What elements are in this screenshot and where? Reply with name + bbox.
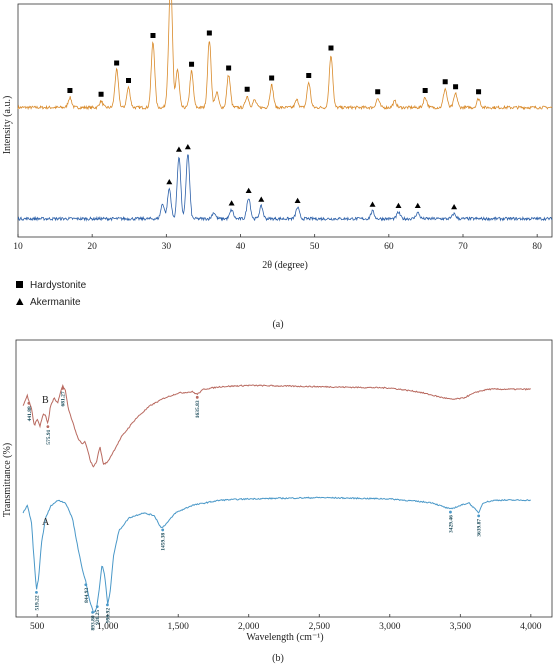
hardystonite-peak-marker [328,45,334,51]
peak-dot [91,610,94,614]
panel-b-xtick-label: 3,000 [379,622,401,632]
panel-a-xtick-label: 60 [384,242,394,252]
peak-dot [161,528,165,532]
panel-a: Intensity (a.u.) 2θ (degree) 10 20 30 40 50 6… [2,0,553,330]
legend: Hardystonite Akermanite [16,280,87,308]
peak-label: 441.88 [27,406,33,421]
panel-b-series [22,384,531,614]
hardystonite-peak-marker [375,89,381,95]
hardystonite-peak-marker [422,88,428,93]
panel-a-markers [67,30,482,210]
hardystonite-square-icon [16,281,23,288]
panel-a-xtick-label: 30 [162,242,172,252]
panel-b-x-axis: 500 1,000 1,500 2,000 2,500 3,000 3,500 4,000 [30,614,542,632]
panel-b-xtick-label: 2,000 [238,622,260,632]
panel-a-x-axis: 10 20 30 40 50 60 70 80 [13,234,542,252]
hardystonite-peak-marker [114,60,120,66]
peak-label: 681.27 [61,391,67,406]
panel-a-frame [17,3,553,238]
peak-dot [84,583,88,587]
akermanite-peak-marker [228,200,235,206]
akermanite-triangle-icon [16,298,24,305]
peak-label: 998.92 [105,608,111,623]
peak-label: 926.25 [95,609,101,624]
panel-b-xtick-label: 4,000 [520,622,542,632]
panel-b-xtick-label: 2,500 [309,622,331,632]
peak-label: 844.93 [84,588,90,603]
hardystonite-peak-marker [98,91,104,97]
hardystonite-peak-marker [67,88,73,93]
akermanite-trace [17,154,553,222]
panel-b-peak-labels: 441.88 575.91 681.27 1635.83 519.22 844.93 893… [27,387,483,631]
hardystonite-peak-marker [189,61,195,67]
panel-b-xtick-label: 500 [30,622,45,632]
hardystonite-peak-marker [244,86,250,92]
legend-akermanite: Akermanite [30,297,81,308]
akermanite-peak-marker [294,197,301,203]
hardystonite-peak-marker [150,33,156,38]
peak-dot [95,605,99,609]
peak-label: 519.22 [34,595,40,610]
panel-b-ylabel: Transmittance (%) [2,443,13,517]
panel-b-xlabel: Wavelength (cm⁻¹) [246,632,323,643]
peak-dot [449,510,452,514]
panel-a-xtick-label: 50 [310,242,320,252]
panel-a-ylabel: Intensity (a.u.) [2,96,13,155]
hardystonite-peak-marker [476,89,482,95]
panel-a-xtick-label: 20 [87,242,97,252]
panel-a-tag: (a) [272,319,283,330]
hardystonite-peak-marker [206,30,212,36]
series-b-label: B [42,395,49,406]
peak-label: 575.91 [46,429,52,444]
akermanite-peak-marker [175,146,182,152]
panel-a-xtick-label: 70 [458,242,468,252]
panel-b-xtick-label: 1,000 [97,622,119,632]
panel-a-xtick-label: 10 [13,242,23,252]
peak-label: 1635.83 [195,400,201,418]
hardystonite-peak-marker [226,65,232,71]
panel-a-xlabel: 2θ (degree) [262,260,308,271]
panel-b-tag: (b) [272,653,284,664]
hardystonite-peak-marker [269,75,275,81]
hardystonite-peak-marker [126,78,132,83]
akermanite-peak-marker [451,203,458,210]
peak-dot [27,401,31,405]
panel-b-xtick-label: 1,500 [168,622,190,632]
peak-dot [61,387,65,390]
ftir-trace-b [22,384,531,468]
hardystonite-trace [17,0,553,111]
hardystonite-peak-marker [442,79,448,85]
peak-label: 893.80 [91,615,97,630]
akermanite-peak-marker [258,196,265,202]
peak-dot [35,591,38,594]
peak-dot [46,425,50,429]
panel-b-frame [15,339,553,618]
akermanite-peak-marker [395,202,402,208]
hardystonite-peak-marker [306,73,312,78]
akermanite-peak-marker [184,143,191,150]
peak-dot [477,514,481,518]
peak-label: 3639.87 [477,519,483,537]
series-a-label: A [42,517,50,528]
peak-dot [195,395,199,399]
panel-a-series [17,0,553,222]
legend-hardystonite: Hardystonite [30,280,87,291]
akermanite-peak-marker [369,201,376,207]
panel-a-xtick-label: 40 [236,242,246,252]
peak-dot [106,603,109,607]
akermanite-peak-marker [414,202,421,208]
panel-b: Transmittance (%) Wavelength (cm⁻¹) 500 1… [2,339,553,664]
akermanite-peak-marker [245,187,252,193]
panel-a-xtick-label: 80 [532,242,542,252]
panel-b-xtick-label: 3,500 [450,622,472,632]
hardystonite-peak-marker [453,84,459,90]
akermanite-peak-marker [166,178,173,185]
peak-label: 1459.38 [161,533,167,551]
ftir-trace-a [22,496,531,614]
peak-label: 3429.46 [448,515,454,533]
